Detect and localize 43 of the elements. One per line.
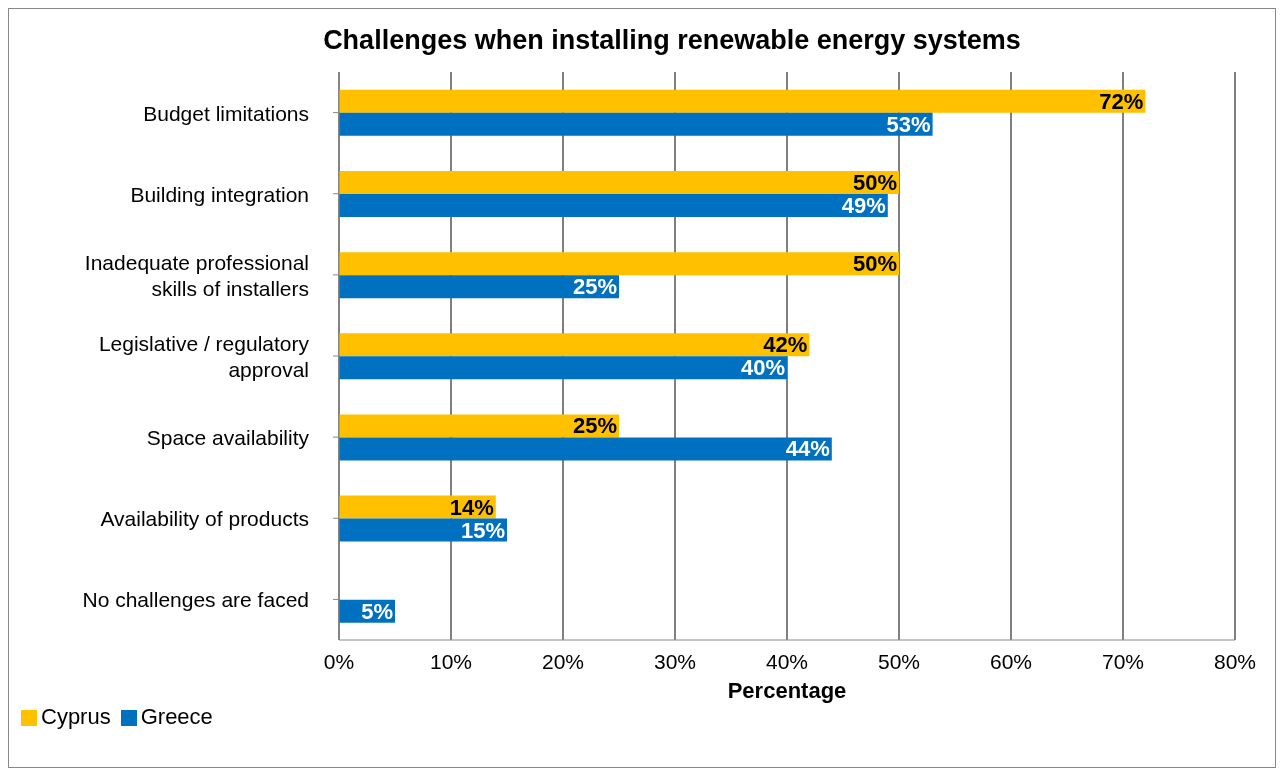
- bar: [339, 275, 619, 299]
- data-label: 50%: [852, 169, 897, 195]
- bar: [339, 333, 810, 357]
- legend-label: Greece: [140, 704, 213, 729]
- legend-label: Cyprus: [41, 704, 111, 729]
- y-tick-label: Building integration: [130, 182, 309, 206]
- y-tick-label: No challenges are faced: [82, 587, 309, 611]
- x-tick-label: 80%: [1213, 649, 1257, 673]
- data-label: 25%: [572, 413, 617, 439]
- x-tick-label: 40%: [765, 649, 809, 673]
- bar: [339, 437, 832, 461]
- x-tick-label: 0%: [323, 649, 355, 673]
- y-tick-label: Space availability: [146, 425, 310, 449]
- x-tick-label: 10%: [429, 649, 473, 673]
- x-axis-title: Percentage: [727, 678, 847, 703]
- data-label: 42%: [763, 332, 808, 358]
- bar: [339, 252, 899, 276]
- x-tick-label: 50%: [877, 649, 921, 673]
- bar: [339, 414, 619, 438]
- x-tick-label: 60%: [989, 649, 1033, 673]
- data-label: 72%: [1099, 88, 1144, 114]
- y-tick-label: Legislative / regulatory approval: [98, 331, 310, 381]
- data-label: 44%: [785, 436, 830, 462]
- data-label: 5%: [361, 598, 393, 624]
- data-label: 53%: [886, 111, 931, 137]
- data-label: 50%: [852, 251, 897, 277]
- x-tick-label: 70%: [1101, 649, 1145, 673]
- chart-title: Challenges when installing renewable energy systems: [322, 25, 1022, 56]
- data-label: 15%: [460, 517, 505, 543]
- y-tick-label: Availability of products: [100, 506, 309, 530]
- bar: [339, 356, 787, 380]
- y-tick-label: Budget limitations: [143, 101, 309, 125]
- y-tick-label: Inadequate professional skills of installers: [84, 250, 309, 300]
- bar: [339, 112, 933, 136]
- data-label: 49%: [841, 192, 886, 218]
- data-label: 14%: [449, 494, 494, 520]
- data-label: 40%: [740, 355, 785, 381]
- bar: [339, 193, 888, 217]
- bar: [339, 170, 899, 194]
- x-tick-label: 30%: [653, 649, 697, 673]
- x-tick-label: 20%: [541, 649, 585, 673]
- bar: [339, 89, 1146, 113]
- data-label: 25%: [572, 274, 617, 300]
